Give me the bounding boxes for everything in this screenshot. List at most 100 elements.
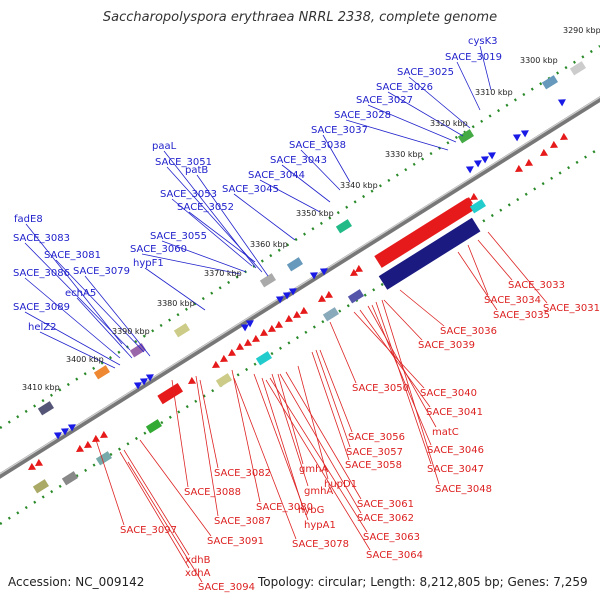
scale-tick-label: 3410 kbp (22, 383, 60, 392)
forward-gene-arrow (60, 428, 69, 436)
forward-leader-line (144, 267, 206, 311)
forward-gene-arrow (520, 130, 529, 138)
reverse-gene-arrow (35, 458, 44, 466)
scale-tick-label: 3290 kbp (563, 26, 600, 35)
reverse-leader-line (285, 371, 362, 500)
forward-leader-line (25, 223, 123, 345)
scale-labels: 3290 kbp 3300 kbp 3310 kbp 3320 kbp 3330 kbp… (22, 26, 600, 392)
reverse-gene-arrow (515, 164, 524, 172)
reverse-gene-arrow (260, 328, 269, 336)
forward-gene-arrow (67, 424, 76, 432)
reverse-gene-label: matC (432, 427, 459, 438)
reverse-gene-label: SACE_3088 (184, 487, 241, 498)
outer-tick-track (0, 44, 600, 430)
reverse-gene-label: SACE_3078 (292, 539, 349, 550)
forward-gene-label: SACE_3038 (289, 140, 346, 151)
forward-gene-label: SACE_3052 (177, 202, 234, 213)
forward-gene-label: SACE_3043 (270, 155, 327, 166)
forward-leader-line (281, 164, 331, 203)
reverse-gene-label: SACE_3056 (348, 432, 405, 443)
forward-gene-arrow (319, 268, 328, 276)
reverse-gene-arrow (318, 294, 327, 302)
scale-tick-label: 3400 kbp (66, 355, 104, 364)
forward-gene-label: SACE_3037 (311, 125, 368, 136)
reverse-gene-arrow (293, 310, 302, 318)
forward-gene-label: SACE_3027 (356, 95, 413, 106)
reverse-leader-line (119, 451, 190, 569)
forward-leader-line (479, 45, 492, 91)
reverse-gene-label: SACE_3082 (214, 468, 271, 479)
reverse-leader-line (265, 379, 371, 551)
forward-gene-label: SACE_3044 (248, 170, 305, 181)
gene-block (322, 307, 339, 322)
reverse-gene-arrow (550, 140, 559, 148)
forward-leader-line (24, 277, 121, 359)
reverse-gene-arrow (355, 264, 364, 272)
forward-leader-line (196, 174, 269, 277)
scale-tick-label: 3360 kbp (250, 240, 288, 249)
reverse-gene-label: SACE_3058 (345, 460, 402, 471)
forward-gene-arrow (487, 152, 496, 160)
reverse-gene-label: SACE_3036 (440, 326, 497, 337)
reverse-gene-label: SACE_3080 (256, 502, 313, 513)
forward-gene-arrow (465, 166, 474, 174)
forward-gene-label: patB (185, 165, 208, 176)
forward-leader-line (408, 76, 471, 129)
forward-gene-label: SACE_3028 (334, 110, 391, 121)
reverse-gene-label: SACE_3062 (357, 513, 414, 524)
reverse-leader-line (457, 251, 498, 311)
reverse-gene-label: SACE_3048 (435, 484, 492, 495)
forward-leader-line (367, 104, 457, 143)
gene-block (541, 75, 558, 90)
reverse-gene-arrow (100, 430, 109, 438)
forward-leader-line (300, 149, 341, 191)
reverse-gene-arrow (228, 348, 237, 356)
reverse-gene-arrow (244, 338, 253, 346)
forward-gene-label: SACE_3060 (130, 244, 187, 255)
forward-gene-label: SACE_3089 (13, 302, 70, 313)
reverse-leader-line (95, 439, 125, 526)
track-features (28, 61, 586, 494)
gene-block (215, 373, 232, 388)
forward-gene-label: SACE_3025 (397, 67, 454, 78)
reverse-gene-label: gmhA (304, 486, 333, 497)
gene-block (145, 419, 162, 434)
scale-tick-label: 3310 kbp (475, 88, 513, 97)
reverse-leader-line (371, 304, 432, 446)
forward-gene-arrow (480, 156, 489, 164)
reverse-gene-block (157, 383, 183, 405)
reverse-leader-line (487, 231, 548, 304)
gene-block (286, 257, 303, 272)
reverse-gene-label: SACE_3097 (120, 525, 177, 536)
reverse-gene-arrow (350, 268, 359, 276)
forward-gene-label: helZ2 (28, 322, 56, 333)
forward-leader-line (233, 193, 296, 241)
gene-block (32, 479, 49, 494)
reverse-gene-arrow (92, 434, 101, 442)
topology-summary: Topology: circular; Length: 8,212,805 bp… (258, 575, 588, 589)
forward-gene-arrow (275, 296, 284, 304)
forward-gene-arrow (245, 320, 254, 328)
reverse-leader-line (279, 373, 362, 514)
reverse-gene-arrow (212, 360, 221, 368)
reverse-gene-arrow (470, 192, 479, 200)
reverse-leader-line (195, 375, 219, 517)
scale-tick-label: 3330 kbp (385, 150, 423, 159)
forward-gene-label: SACE_3051 (155, 157, 212, 168)
reverse-leader-line (315, 349, 351, 448)
reverse-leader-line (319, 349, 353, 433)
forward-labels: cysK3 SACE_3019 SACE_3025 SACE_3026 SACE_302… (13, 36, 502, 333)
reverse-gene-arrow (76, 444, 85, 452)
reverse-leader-line (269, 377, 368, 533)
reverse-gene-arrow (325, 290, 334, 298)
forward-gene-arrow (240, 324, 249, 332)
reverse-gene-label: xdhB (185, 555, 211, 566)
reverse-leader-line (199, 379, 219, 469)
reverse-gene-label: SACE_3041 (426, 407, 483, 418)
gene-block (347, 289, 364, 304)
reverse-gene-block (378, 217, 481, 290)
reverse-gene-label: SACE_3087 (214, 516, 271, 527)
gene-block (255, 351, 272, 366)
